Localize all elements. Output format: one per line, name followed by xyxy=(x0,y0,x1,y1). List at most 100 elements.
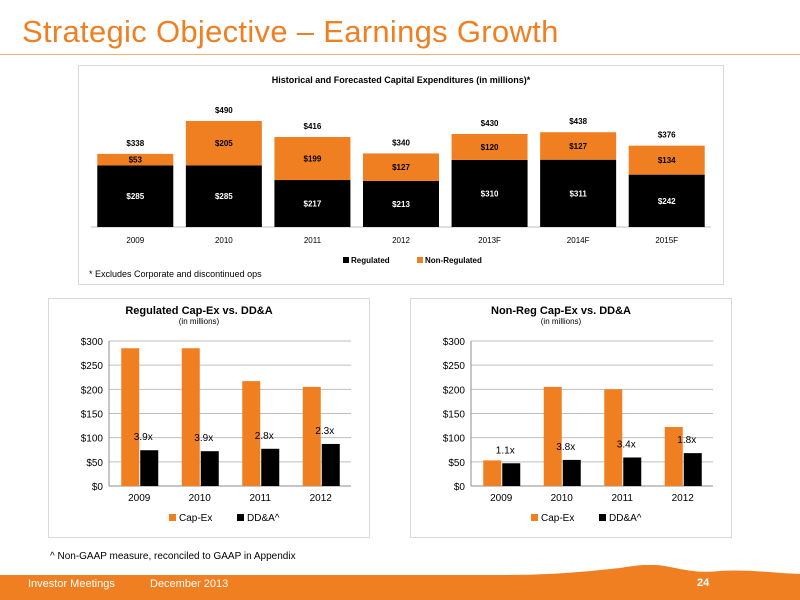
ratio-label: 1.8x xyxy=(677,435,696,446)
page-number: 24 xyxy=(697,577,710,589)
y-tick-label: $150 xyxy=(81,410,104,421)
label-non-regulated: $134 xyxy=(658,156,676,165)
label-non-regulated: $127 xyxy=(392,163,410,172)
label-total: $430 xyxy=(481,119,499,128)
bar-dda xyxy=(683,453,702,486)
bar-non-regulated xyxy=(274,136,351,181)
bar-capex xyxy=(604,389,623,486)
bar-dda xyxy=(623,457,642,486)
x-tick-label: 2009 xyxy=(490,493,513,504)
legend-swatch-non-regulated xyxy=(417,257,423,263)
label-total: $338 xyxy=(126,139,144,148)
label-total: $438 xyxy=(569,117,587,126)
bar-regulated xyxy=(274,180,351,227)
y-tick-label: $200 xyxy=(81,385,104,396)
regulated-capex-chart: Regulated Cap-Ex vs. DD&A(in millions) $0… xyxy=(81,305,351,524)
legend-swatch-capex xyxy=(169,514,176,521)
bar-non-regulated xyxy=(97,153,174,166)
y-tick-label: $100 xyxy=(443,434,466,445)
bar-non-regulated xyxy=(540,132,617,160)
footnote: ^ Non-GAAP measure, reconciled to GAAP i… xyxy=(50,551,296,562)
y-tick-label: $0 xyxy=(454,482,466,493)
legend-label-dda: DD&A^ xyxy=(247,513,280,524)
ratio-label: 1.1x xyxy=(496,445,515,456)
bar-regulated xyxy=(363,180,439,227)
y-tick-label: $200 xyxy=(443,385,466,396)
label-non-regulated: $199 xyxy=(304,155,322,164)
x-tick-label: 2010 xyxy=(189,493,212,504)
label-total: $416 xyxy=(304,122,322,131)
bar-capex xyxy=(664,427,683,486)
chart-title: Non-Reg Cap-Ex vs. DD&A xyxy=(491,305,631,317)
nonreg-capex-chart: Non-Reg Cap-Ex vs. DD&A(in millions) $0 $5… xyxy=(443,305,713,524)
y-tick-label: $250 xyxy=(81,361,104,372)
x-tick-label: 2011 xyxy=(304,236,322,245)
bar-regulated xyxy=(628,174,705,227)
legend-label-capex: Cap-Ex xyxy=(179,513,212,524)
ratio-label: 2.8x xyxy=(255,431,274,442)
x-tick-label: 2011 xyxy=(611,493,633,504)
bar-capex xyxy=(181,348,200,486)
bar-regulated xyxy=(185,165,262,227)
label-total: $376 xyxy=(658,131,676,140)
bar-regulated xyxy=(451,159,528,227)
nonreg-chart-panel: Non-Reg Cap-Ex vs. DD&A (in millions) $0 $5… xyxy=(410,298,732,538)
bar-capex xyxy=(483,460,502,486)
legend-swatch-regulated xyxy=(343,257,349,263)
legend-swatch-capex xyxy=(531,514,538,521)
chart-subtitle: (in millions) xyxy=(179,317,220,326)
footer-date: December 2013 xyxy=(150,578,229,590)
label-total: $340 xyxy=(392,138,410,147)
bar-capex xyxy=(302,386,321,486)
legend-swatch-dda xyxy=(237,514,244,521)
x-tick-label: 2009 xyxy=(128,493,151,504)
bar-regulated xyxy=(97,165,174,227)
y-tick-label: $50 xyxy=(448,458,465,469)
regulated-chart-panel: Regulated Cap-Ex vs. DD&A (in millions) $0… xyxy=(48,298,370,538)
label-regulated: $285 xyxy=(126,192,144,201)
x-tick-label: 2012 xyxy=(672,493,695,504)
ratio-label: 3.8x xyxy=(556,442,575,453)
bar-dda xyxy=(261,448,280,486)
chart-subtitle: (in millions) xyxy=(541,317,582,326)
ratio-label: 3.9x xyxy=(194,433,213,444)
x-tick-label: 2012 xyxy=(310,493,333,504)
bar-regulated xyxy=(540,159,617,227)
x-tick-label: 2015F xyxy=(655,236,678,245)
label-non-regulated: $127 xyxy=(569,142,587,151)
y-tick-label: $300 xyxy=(81,337,104,348)
chart-title: Historical and Forecasted Capital Expend… xyxy=(272,75,531,85)
legend-label-non-regulated: Non-Regulated xyxy=(425,256,482,265)
bar-capex xyxy=(242,381,261,486)
footer-band xyxy=(0,565,800,600)
label-non-regulated: $120 xyxy=(481,143,499,152)
legend-swatch-dda xyxy=(599,514,606,521)
footer-event: Investor Meetings xyxy=(28,578,115,590)
bar-dda xyxy=(140,450,159,486)
y-tick-label: $0 xyxy=(92,482,104,493)
bar-non-regulated xyxy=(628,145,705,175)
title-divider xyxy=(0,54,800,55)
label-total: $490 xyxy=(215,106,233,115)
x-tick-label: 2009 xyxy=(126,236,144,245)
bar-capex xyxy=(121,348,140,486)
y-tick-label: $300 xyxy=(443,337,466,348)
bar-dda xyxy=(321,443,340,486)
ratio-label: 3.9x xyxy=(134,432,153,443)
bar-non-regulated xyxy=(363,153,439,181)
x-tick-label: 2011 xyxy=(249,493,271,504)
bar-capex xyxy=(543,386,562,486)
x-tick-label: 2010 xyxy=(215,236,233,245)
legend-label-capex: Cap-Ex xyxy=(541,513,574,524)
label-non-regulated: $205 xyxy=(215,139,233,148)
label-regulated: $310 xyxy=(481,189,499,198)
page-title: Strategic Objective – Earnings Growth xyxy=(22,14,559,49)
bar-non-regulated xyxy=(185,120,262,166)
x-tick-label: 2014F xyxy=(567,236,590,245)
label-regulated: $213 xyxy=(392,200,410,209)
capex-chart-panel: Historical and Forecasted Capital Expend… xyxy=(78,65,724,285)
label-non-regulated: $53 xyxy=(129,156,143,165)
legend-label-regulated: Regulated xyxy=(351,256,390,265)
x-tick-label: 2013F xyxy=(478,236,501,245)
label-regulated: $311 xyxy=(569,189,587,198)
